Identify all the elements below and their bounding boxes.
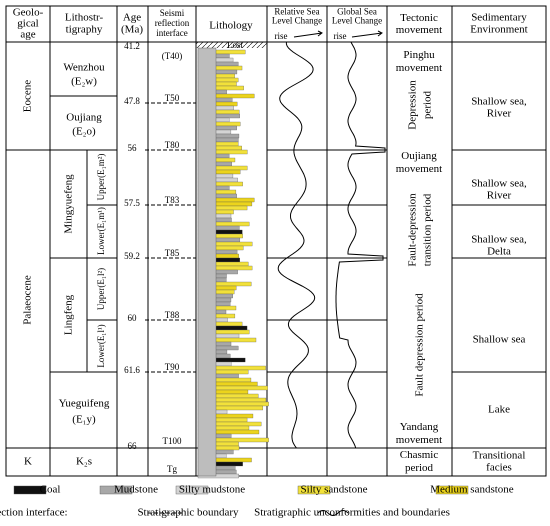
tectonic-text: Fault depression period — [414, 293, 426, 397]
lost-label: Lost — [227, 40, 244, 50]
lost-zone — [196, 42, 267, 48]
header-text: Environment — [470, 24, 527, 36]
header-text: gical — [17, 18, 38, 30]
formation-code: (E₂w) — [71, 76, 97, 88]
header-text: rise — [334, 31, 347, 41]
seismic-label: Tg — [167, 464, 177, 474]
environment-text: River — [487, 190, 512, 202]
member: Lower(E₁m¹) — [96, 207, 106, 255]
member: Upper(E₁l²) — [96, 268, 106, 310]
age-label: 60 — [128, 313, 138, 323]
seismic-label: T85 — [165, 248, 180, 258]
formation-code: (E₂o) — [72, 126, 96, 138]
member: Upper(E₁m²) — [96, 154, 106, 201]
header-text: Global Sea — [337, 7, 377, 17]
formation-code: (E₁y) — [72, 414, 96, 426]
tectonic-text: transition period — [422, 193, 434, 266]
tectonic-text: Pinghu — [403, 49, 435, 61]
rise-arrow — [293, 30, 323, 38]
member: Lower(E₁l¹) — [96, 324, 106, 367]
age-label: 57.5 — [124, 198, 140, 208]
tectonic-text: period — [422, 90, 434, 119]
seismic-label: T100 — [163, 436, 182, 446]
header-text: (Ma) — [121, 24, 143, 36]
geological-age: Palaeocene — [22, 275, 34, 325]
age-label: 47.8 — [124, 96, 140, 106]
header-text: Geolo- — [13, 7, 44, 19]
header-text: Level Change — [332, 16, 382, 26]
seismic-label: T83 — [165, 195, 180, 205]
tectonic-text: movement — [396, 62, 442, 74]
age-label: 41.2 — [124, 41, 140, 51]
header-text: Relative Sea — [274, 7, 319, 17]
age-label: 56 — [128, 143, 138, 153]
legend-label: Seismi reflection interface: — [0, 507, 68, 519]
age-label: 66 — [128, 441, 138, 451]
header-text: Age — [123, 12, 141, 24]
legend-swatch — [13, 485, 47, 495]
tectonic-text: Fault-depression — [407, 193, 419, 267]
legend-label: Silty sandstone — [301, 484, 368, 496]
legend-swatch — [297, 485, 331, 495]
formation: Wenzhou — [63, 62, 105, 74]
environment-text: Shallow sea, — [471, 96, 527, 108]
formation: Oujiang — [66, 112, 102, 124]
formation: Mingyuefeng — [63, 174, 75, 234]
age-label: 61.6 — [124, 365, 140, 375]
lithology-spine — [197, 47, 217, 477]
tectonic-text: movement — [396, 434, 442, 446]
global-sea-curve — [335, 41, 386, 449]
tectonic-text: movement — [396, 163, 442, 175]
legend-label: Coal — [40, 484, 61, 496]
formation: K₂s — [76, 456, 92, 468]
rise-arrow — [351, 30, 383, 38]
geological-age: Eocene — [22, 80, 34, 112]
header-text: Seismi — [160, 8, 185, 18]
seismic-label: T50 — [165, 93, 180, 103]
tectonic-text: period — [405, 462, 434, 474]
legend-swatch — [99, 485, 133, 495]
tectonic-text: Chasmic — [400, 449, 439, 461]
legend-label: Medium sandstone — [430, 484, 514, 496]
header-text: interface — [156, 28, 187, 38]
header-text: reflection — [155, 18, 190, 28]
legend-label: Silty mudstone — [179, 484, 245, 496]
legend-label: Stratigraphic unconformities and boundar… — [254, 507, 450, 519]
legend-label: Stratigraphic boundary — [137, 507, 239, 519]
frame — [5, 5, 547, 477]
legend-swatch — [435, 485, 469, 495]
formation: Lingfeng — [63, 294, 75, 335]
geological-age: K — [24, 456, 32, 468]
environment-text: River — [487, 108, 512, 120]
header-text: Tectonic movement — [396, 12, 442, 36]
header-text: age — [20, 29, 35, 41]
header-text: tigraphy — [66, 24, 103, 36]
header-text: Sedimentary — [471, 12, 527, 24]
formation: Yueguifeng — [59, 398, 110, 410]
environment-text: Shallow sea, — [471, 178, 527, 190]
environment-text: Delta — [487, 246, 511, 258]
header-text: rise — [275, 31, 288, 41]
header-text: Lithostr- — [65, 12, 104, 24]
seismic-label: T88 — [165, 310, 180, 320]
age-label: 59.2 — [124, 251, 140, 261]
seismic-label: T80 — [165, 140, 180, 150]
environment-text: Transitional — [473, 450, 526, 462]
seismic-label: T90 — [165, 362, 180, 372]
relative-sea-curve — [277, 42, 316, 449]
legend-wave — [317, 510, 349, 516]
environment-text: Shallow sea, — [471, 234, 527, 246]
seismic-label: (T40) — [162, 51, 183, 61]
environment-text: Lake — [488, 404, 510, 416]
tectonic-text: Oujiang — [401, 150, 437, 162]
legend-swatch — [175, 485, 209, 495]
header-text: Lithology — [209, 20, 253, 32]
tectonic-text: Yandang — [400, 421, 439, 433]
header-text: Level Change — [272, 16, 322, 26]
environment-text: Shallow sea — [473, 334, 526, 346]
environment-text: facies — [486, 462, 512, 474]
tectonic-text: Depression — [407, 80, 419, 130]
legend-label: Mudstone — [114, 484, 158, 496]
